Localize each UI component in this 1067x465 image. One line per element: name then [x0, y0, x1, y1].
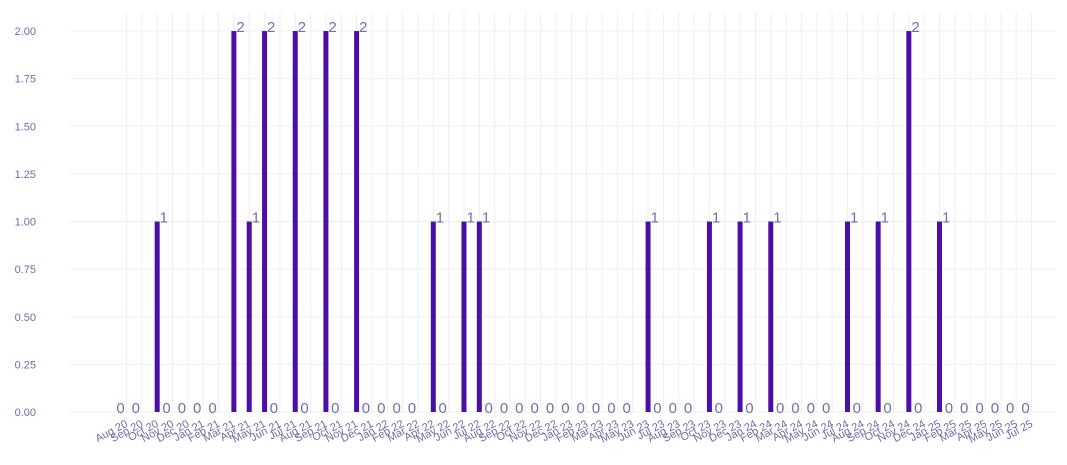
- data-label: 0: [745, 400, 753, 417]
- data-label: 0: [791, 400, 799, 417]
- y-tick-label: 1.50: [15, 121, 36, 133]
- data-label: 0: [362, 400, 370, 417]
- data-label: 0: [331, 400, 339, 417]
- data-label: 1: [466, 210, 474, 227]
- data-label: 0: [484, 400, 492, 417]
- data-label: 0: [392, 400, 400, 417]
- data-label: 0: [515, 400, 523, 417]
- data-label: 2: [359, 19, 367, 36]
- data-label: 0: [776, 400, 784, 417]
- data-label: 0: [531, 400, 539, 417]
- y-tick-label: 0.75: [15, 264, 36, 276]
- bar: [906, 31, 912, 413]
- y-tick-label: 0.25: [15, 359, 36, 371]
- data-label: 0: [1021, 400, 1029, 417]
- data-label: 0: [132, 400, 140, 417]
- data-label: 0: [653, 400, 661, 417]
- data-label: 1: [743, 210, 751, 227]
- bar: [737, 221, 743, 412]
- bar: [645, 221, 651, 412]
- data-label: 2: [236, 19, 244, 36]
- data-label: 0: [822, 400, 830, 417]
- bar: [875, 221, 881, 412]
- data-label: 0: [807, 400, 815, 417]
- data-label: 0: [546, 400, 554, 417]
- bars: [154, 31, 943, 413]
- data-label: 0: [408, 400, 416, 417]
- data-label: 1: [942, 210, 950, 227]
- data-label: 2: [267, 19, 275, 36]
- y-tick-label: 1.25: [15, 169, 36, 181]
- data-label: 1: [773, 210, 781, 227]
- bar: [154, 221, 160, 412]
- data-label: 0: [178, 400, 186, 417]
- data-label: 0: [193, 400, 201, 417]
- y-tick-label: 2.00: [15, 26, 36, 38]
- data-label: 0: [561, 400, 569, 417]
- data-label: 0: [975, 400, 983, 417]
- data-label: 0: [592, 400, 600, 417]
- data-label: 1: [436, 210, 444, 227]
- data-label: 0: [991, 400, 999, 417]
- data-label: 0: [116, 400, 124, 417]
- y-axis: 0.00 0.25 0.50 0.75 1.00 1.25 1.50 1.75 2.00: [15, 26, 36, 419]
- data-label: 0: [438, 400, 446, 417]
- bar: [937, 221, 943, 412]
- data-label: 1: [712, 210, 720, 227]
- data-label: 0: [960, 400, 968, 417]
- bar: [430, 221, 436, 412]
- data-label: 0: [270, 400, 278, 417]
- data-label: 0: [208, 400, 216, 417]
- y-tick-label: 1.75: [15, 74, 36, 86]
- data-label: 0: [500, 400, 508, 417]
- bar: [262, 31, 268, 413]
- bar: [844, 221, 850, 412]
- data-label: 0: [883, 400, 891, 417]
- data-label: 0: [715, 400, 723, 417]
- data-label: 0: [607, 400, 615, 417]
- data-label: 2: [298, 19, 306, 36]
- data-label: 1: [482, 210, 490, 227]
- data-label: 0: [300, 400, 308, 417]
- data-label: 0: [669, 400, 677, 417]
- bar: [768, 221, 774, 412]
- data-label: 2: [328, 19, 336, 36]
- data-label: 0: [1006, 400, 1014, 417]
- bar: [706, 221, 712, 412]
- data-label: 0: [577, 400, 585, 417]
- y-tick-label: 0.00: [15, 407, 36, 419]
- data-label: 0: [162, 400, 170, 417]
- data-label: 1: [252, 210, 260, 227]
- data-label: 0: [377, 400, 385, 417]
- data-label: 1: [881, 210, 889, 227]
- bar: [354, 31, 360, 413]
- data-label: 2: [911, 19, 919, 36]
- data-label: 0: [853, 400, 861, 417]
- bar: [323, 31, 329, 413]
- data-label: 1: [160, 210, 168, 227]
- bar: [476, 221, 482, 412]
- data-label: 1: [651, 210, 659, 227]
- bar: [292, 31, 298, 413]
- data-label: 0: [945, 400, 953, 417]
- data-label: 0: [684, 400, 692, 417]
- data-label: 1: [850, 210, 858, 227]
- bar: [461, 221, 467, 412]
- data-label: 0: [914, 400, 922, 417]
- data-label: 0: [623, 400, 631, 417]
- bar: [246, 221, 252, 412]
- y-tick-label: 0.50: [15, 312, 36, 324]
- bar: [231, 31, 237, 413]
- y-tick-label: 1.00: [15, 217, 36, 229]
